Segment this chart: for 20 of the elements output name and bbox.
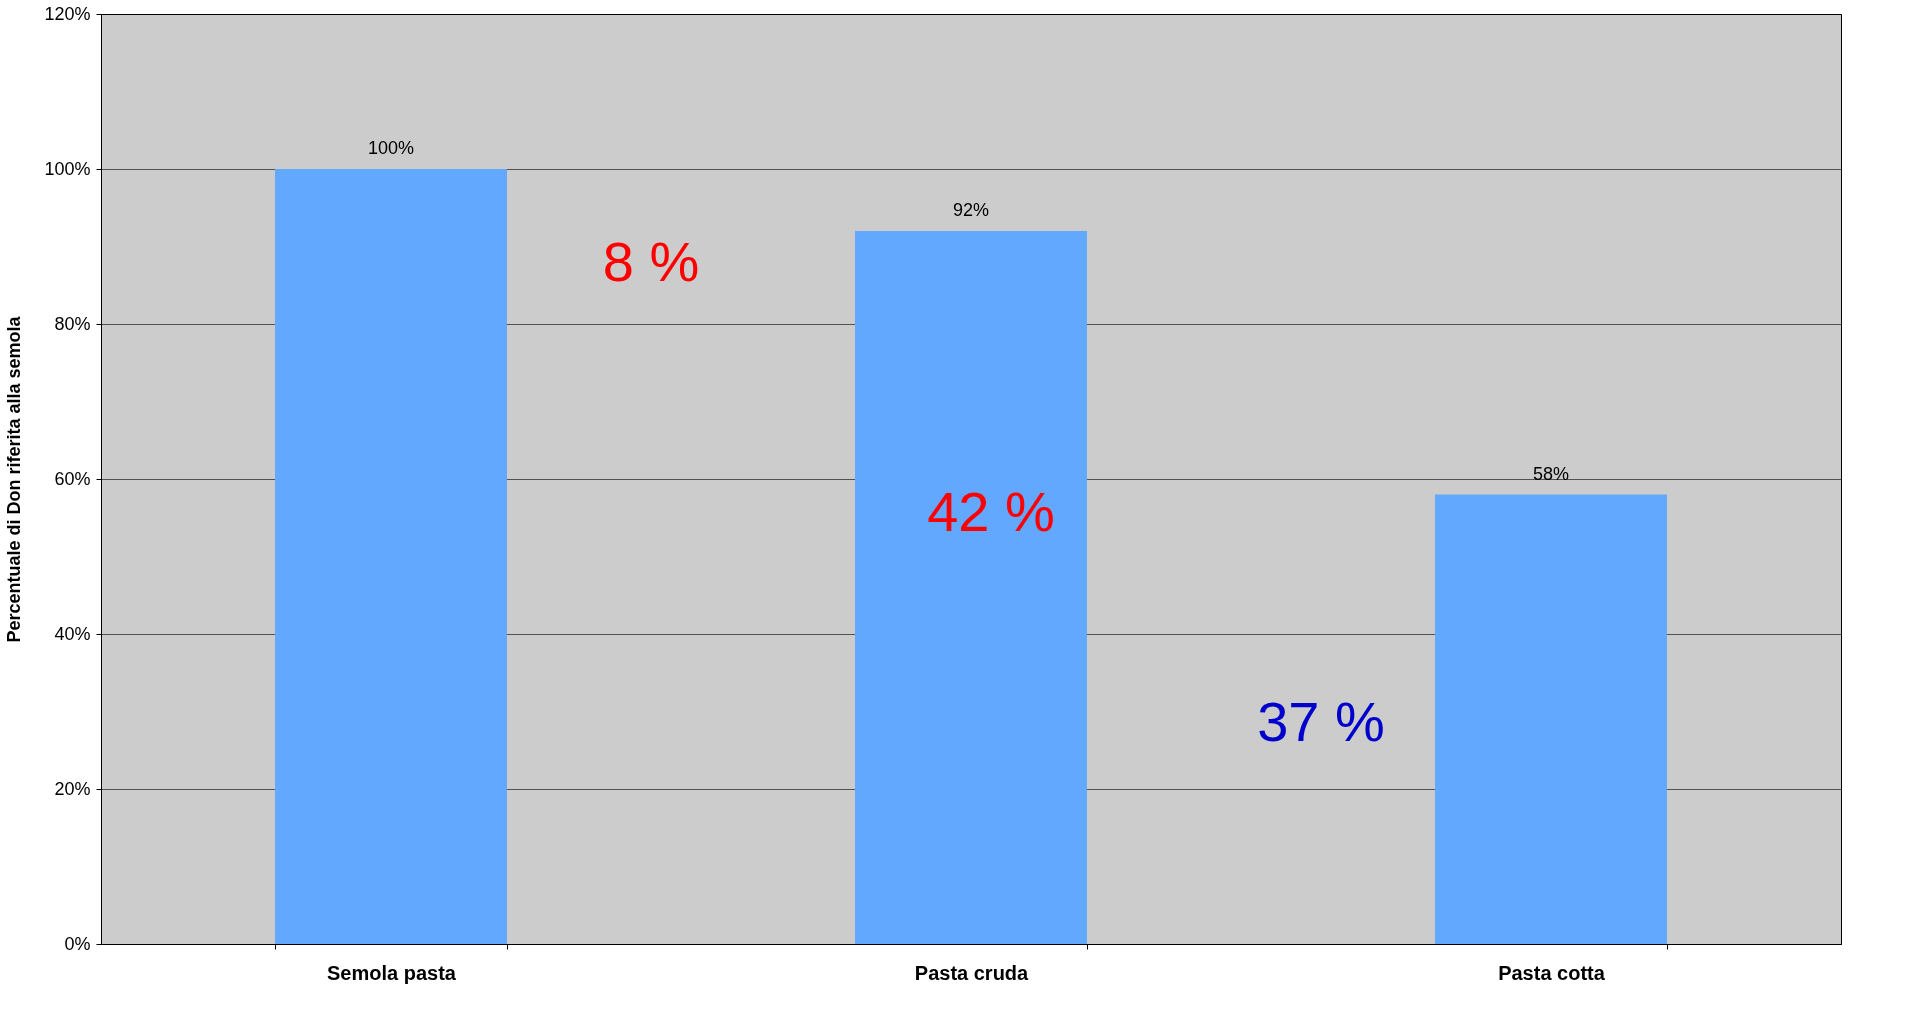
- data-label: 100%: [367, 138, 415, 158]
- y-tick-label: 40%: [54, 623, 91, 644]
- annotation: 37 %: [1257, 690, 1385, 753]
- y-tick-label: 80%: [54, 313, 91, 334]
- y-tick-label: 100%: [44, 158, 91, 179]
- y-tick-label: 0%: [64, 933, 91, 954]
- x-tick-label: Pasta cruda: [914, 961, 1030, 984]
- y-tick-label: 120%: [44, 3, 91, 24]
- bar: [855, 231, 1087, 944]
- bar: [275, 169, 507, 944]
- annotation: 8 %: [602, 230, 700, 293]
- data-label: 92%: [952, 200, 990, 220]
- y-tick-label: 20%: [54, 778, 91, 799]
- bar: [1435, 494, 1667, 944]
- y-tick-label: 60%: [54, 468, 91, 489]
- x-tick-label: Semola pasta: [327, 961, 457, 984]
- annotation: 42 %: [927, 480, 1055, 543]
- data-label: 58%: [1532, 463, 1570, 484]
- x-tick-label: Pasta cotta: [1498, 961, 1606, 984]
- y-axis-title: Percentuale di Don riferita alla semola: [4, 315, 25, 643]
